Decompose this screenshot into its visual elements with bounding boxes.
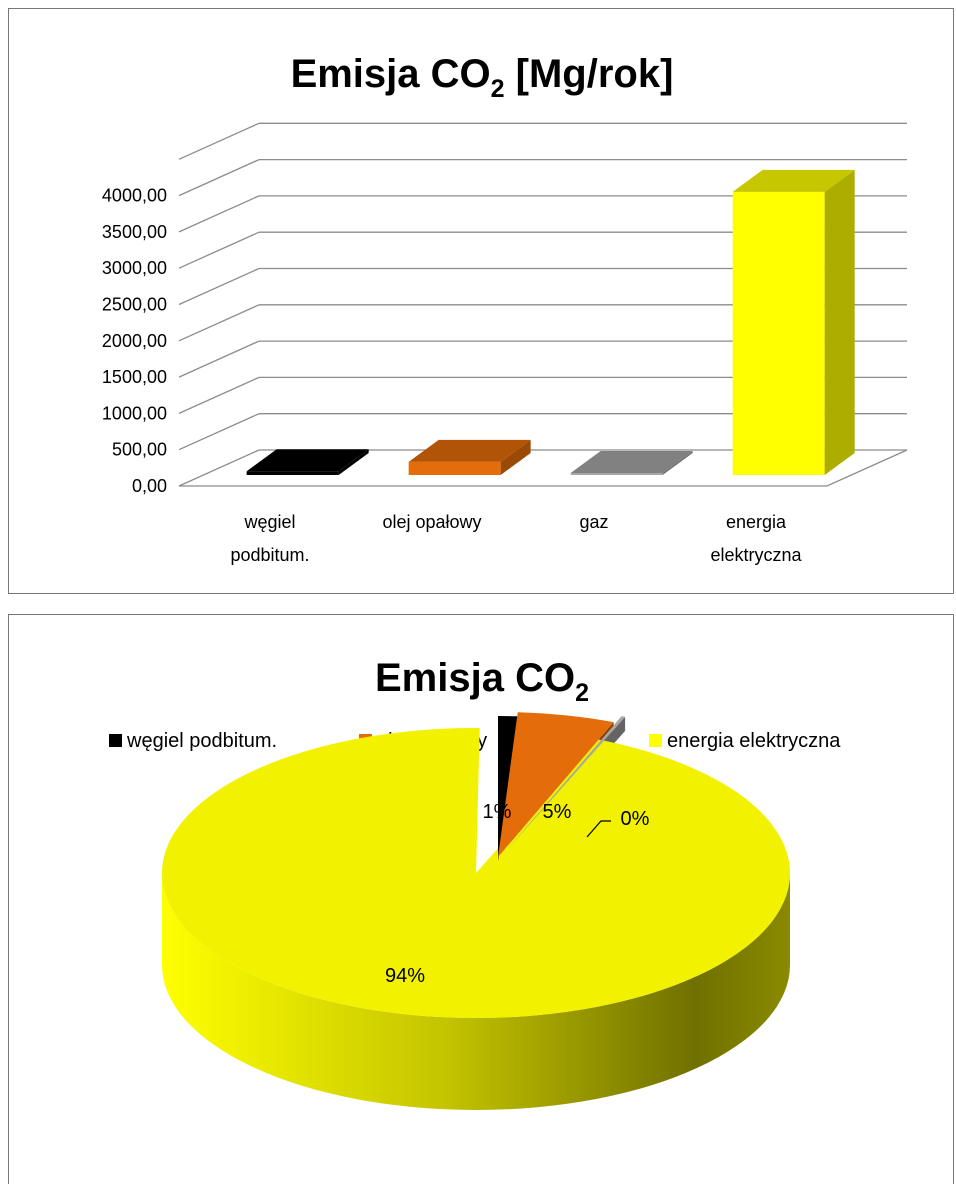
legend-swatch bbox=[109, 734, 122, 747]
bar-front bbox=[246, 471, 339, 475]
pie-slice-2 bbox=[506, 716, 626, 851]
side-gridline bbox=[178, 122, 260, 160]
leader-line bbox=[586, 820, 611, 838]
legend-label: energia elektryczna bbox=[667, 730, 841, 752]
bar-front bbox=[732, 191, 825, 476]
y-tick-label: 3000,00 bbox=[102, 258, 167, 278]
bar-top bbox=[570, 451, 693, 473]
bar-side bbox=[824, 169, 855, 476]
legend-item-0: węgiel podbitum. bbox=[109, 730, 277, 752]
pie-slice-energia bbox=[162, 728, 790, 1018]
y-tick-label: 1000,00 bbox=[102, 403, 167, 423]
data-label-2: 0% bbox=[621, 808, 650, 830]
bar-1 bbox=[408, 439, 531, 475]
bar-3 bbox=[732, 169, 855, 476]
legend-label: węgiel podbitum. bbox=[126, 730, 277, 752]
y-tick-label: 4000,00 bbox=[102, 186, 167, 206]
bar-side bbox=[338, 449, 369, 475]
floor bbox=[178, 449, 908, 487]
pie-chart: Emisja CO2 węgiel podbitum.olej opałowyg… bbox=[109, 656, 841, 1110]
y-tick-label: 500,00 bbox=[112, 440, 167, 460]
pie-data-labels: 1% 5% 0% 94% bbox=[385, 801, 650, 987]
bar-side bbox=[500, 439, 531, 475]
side-gridline bbox=[178, 340, 260, 378]
y-axis-ticks: 0,00 500,00 1000,00 1500,00 2000,00 2500,00 30… bbox=[102, 186, 167, 496]
bar-chart-panel: Emisja CO2 [Mg/rok] 0,00 500,00 1000,00 150… bbox=[8, 8, 954, 594]
y-tick-label: 3500,00 bbox=[102, 222, 167, 242]
legend-item-3: energia elektryczna bbox=[649, 730, 841, 752]
legend-swatch bbox=[649, 734, 662, 747]
bar-top bbox=[732, 169, 855, 192]
x-tick-label: energia bbox=[726, 512, 787, 532]
side-gridline bbox=[178, 376, 260, 414]
y-tick-label: 2500,00 bbox=[102, 295, 167, 315]
x-tick-label: podbitum. bbox=[230, 545, 309, 565]
x-tick-label: elektryczna bbox=[710, 545, 802, 565]
bar-side bbox=[662, 451, 693, 475]
data-label-1: 5% bbox=[543, 801, 572, 823]
y-tick-label: 0,00 bbox=[132, 476, 167, 496]
side-gridline bbox=[178, 304, 260, 342]
x-tick-label: olej opałowy bbox=[382, 512, 481, 532]
bar-2 bbox=[570, 451, 693, 475]
bar-chart: Emisja CO2 [Mg/rok] 0,00 500,00 1000,00 150… bbox=[102, 52, 908, 565]
bar-top bbox=[408, 439, 531, 462]
pie-chart-title: Emisja CO2 bbox=[375, 656, 589, 707]
bar-marks bbox=[246, 169, 855, 476]
pie-chart-panel: Emisja CO2 węgiel podbitum.olej opałowyg… bbox=[8, 614, 954, 1184]
pie-slice-1 bbox=[498, 712, 614, 857]
x-tick-label: gaz bbox=[579, 512, 608, 532]
x-tick-label: węgiel bbox=[243, 512, 295, 532]
side-gridline bbox=[178, 159, 260, 197]
side-gridline bbox=[178, 413, 260, 451]
y-tick-label: 1500,00 bbox=[102, 367, 167, 387]
pie-marks bbox=[162, 712, 790, 1110]
data-label-0: 1% bbox=[483, 801, 512, 823]
bar-front bbox=[408, 461, 501, 475]
x-axis-ticks: węgiel podbitum. olej opałowy gaz energia ele… bbox=[230, 512, 802, 565]
bar-top bbox=[246, 449, 369, 472]
y-tick-label: 2000,00 bbox=[102, 331, 167, 351]
data-label-3: 94% bbox=[385, 965, 425, 987]
bar-chart-title: Emisja CO2 [Mg/rok] bbox=[291, 52, 674, 103]
side-gridline bbox=[178, 195, 260, 233]
pie-side-wall bbox=[162, 873, 790, 1110]
bar-0 bbox=[246, 449, 369, 475]
bar-front bbox=[570, 473, 663, 475]
side-gridline bbox=[178, 231, 260, 269]
side-gridline bbox=[178, 267, 260, 306]
